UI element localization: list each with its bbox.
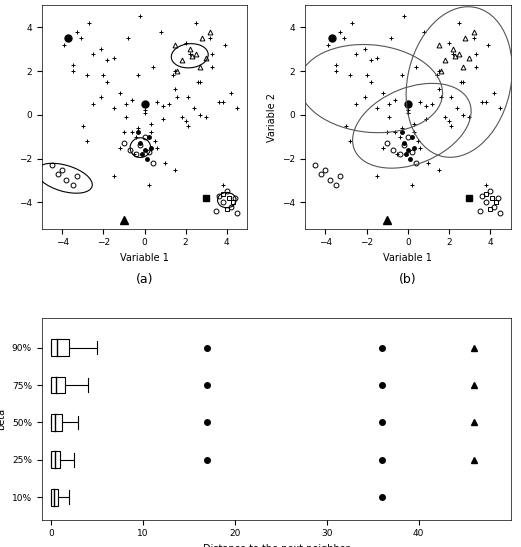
X-axis label: Variable 1: Variable 1 (383, 253, 432, 263)
Bar (51, 451, 60, 468)
Bar (51, 489, 58, 505)
Bar (51, 377, 65, 393)
Y-axis label: Variable 2: Variable 2 (267, 92, 277, 142)
Y-axis label: beta: beta (0, 408, 6, 430)
Bar (51, 339, 69, 356)
Bar (51, 414, 62, 431)
Text: (a): (a) (136, 273, 153, 286)
X-axis label: Distance to the next neighbor: Distance to the next neighbor (203, 544, 350, 547)
Text: (b): (b) (399, 273, 417, 286)
X-axis label: Variable 1: Variable 1 (120, 253, 169, 263)
